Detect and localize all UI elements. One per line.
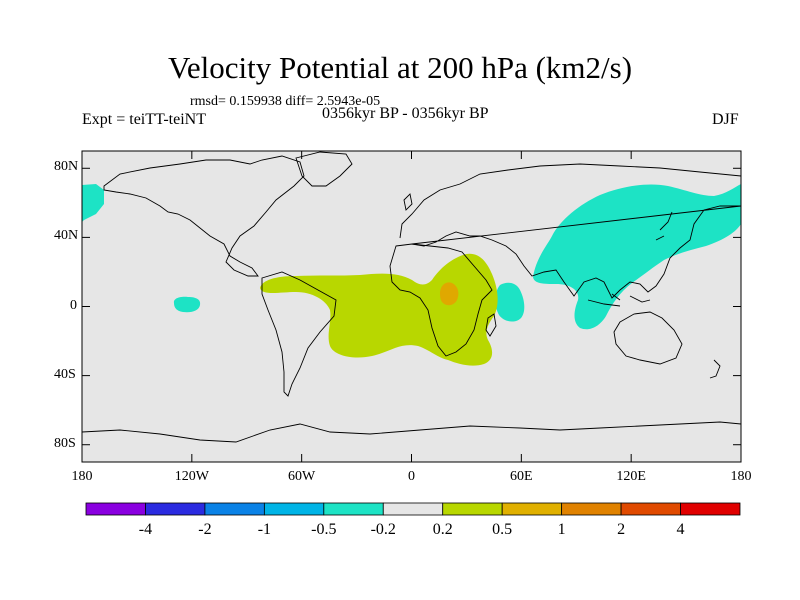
map-contents (82, 151, 741, 443)
coastline-british-isles (403, 193, 413, 211)
colorbar-label: -1 (257, 521, 272, 538)
colorbar-swatch (561, 502, 622, 516)
colorbar-label: 2 (617, 521, 626, 538)
experiment-label: Expt = teiTT-teiNT (82, 111, 206, 128)
lon-tick-label: 120W (174, 469, 209, 484)
positive-anomaly-tropical-atlantic-africa (260, 253, 498, 366)
negative-anomaly-indian-ocean (495, 282, 525, 322)
coastline-south-america (261, 271, 337, 397)
lat-tick-label: 80S (54, 435, 76, 451)
colorbar-swatch (382, 502, 444, 516)
colorbar-swatch (263, 502, 325, 516)
axis-ticks (81, 151, 742, 462)
colorbar (85, 502, 741, 516)
negative-anomaly-asia-west-pacific (533, 184, 741, 330)
plot-title: Velocity Potential at 200 hPa (km2/s) (167, 50, 633, 85)
coastline-japan (655, 211, 673, 241)
coastline-australia (613, 311, 683, 365)
colorbar-label: -0.2 (370, 521, 396, 538)
coastlines (82, 151, 741, 443)
colorbar-swatch (620, 502, 681, 516)
lat-tick-label: 40S (54, 366, 76, 382)
statistics-label: rmsd= 0.159938 diff= 2.5943e-05 (190, 94, 381, 109)
colorbar-label: 4 (676, 521, 685, 538)
lat-tick-label: 0 (70, 297, 77, 313)
colorbar-label: 0.5 (492, 521, 513, 538)
season-label: DJF (712, 111, 739, 128)
period-label: 0356kyr BP - 0356kyr BP (322, 105, 489, 122)
coastline-indonesia (587, 293, 651, 307)
coastline-madagascar (485, 313, 497, 337)
anomaly-shading (82, 184, 741, 366)
coastline-new-zealand (709, 359, 721, 379)
lon-tick-label: 60W (288, 469, 316, 484)
lat-tick-label: 40N (54, 228, 79, 244)
colorbar-swatch (501, 502, 563, 516)
lon-tick-label: 180 (730, 469, 752, 484)
coastline-africa (389, 243, 493, 357)
lon-tick-label: 60E (510, 469, 533, 484)
lat-tick-label: 80N (54, 159, 79, 175)
colorbar-label: -2 (198, 521, 212, 538)
lon-tick-label: 120E (616, 469, 646, 484)
lon-tick-label: 180 (71, 469, 93, 484)
colorbar-swatch (204, 502, 265, 516)
colorbar-label: -4 (138, 521, 153, 538)
colorbar-swatch (680, 502, 741, 516)
coastline-eurasia (399, 163, 741, 299)
coastline-antarctica (82, 421, 741, 443)
colorbar-swatch (442, 502, 503, 516)
colorbar-swatch (85, 502, 146, 516)
colorbar-label: 0.2 (432, 521, 453, 538)
colorbar-swatch (145, 502, 206, 516)
colorbar-label: -0.5 (311, 521, 337, 538)
negative-anomaly-east-pacific (173, 296, 201, 313)
negative-anomaly-north-atlantic (82, 184, 104, 222)
positive-anomaly-central-africa (440, 282, 459, 306)
colorbar-label: 1 (557, 521, 566, 538)
lon-tick-label: 0 (408, 469, 415, 484)
coastline-north-america (103, 155, 305, 277)
colorbar-swatch (323, 502, 384, 516)
coastline-greenland (295, 151, 353, 187)
